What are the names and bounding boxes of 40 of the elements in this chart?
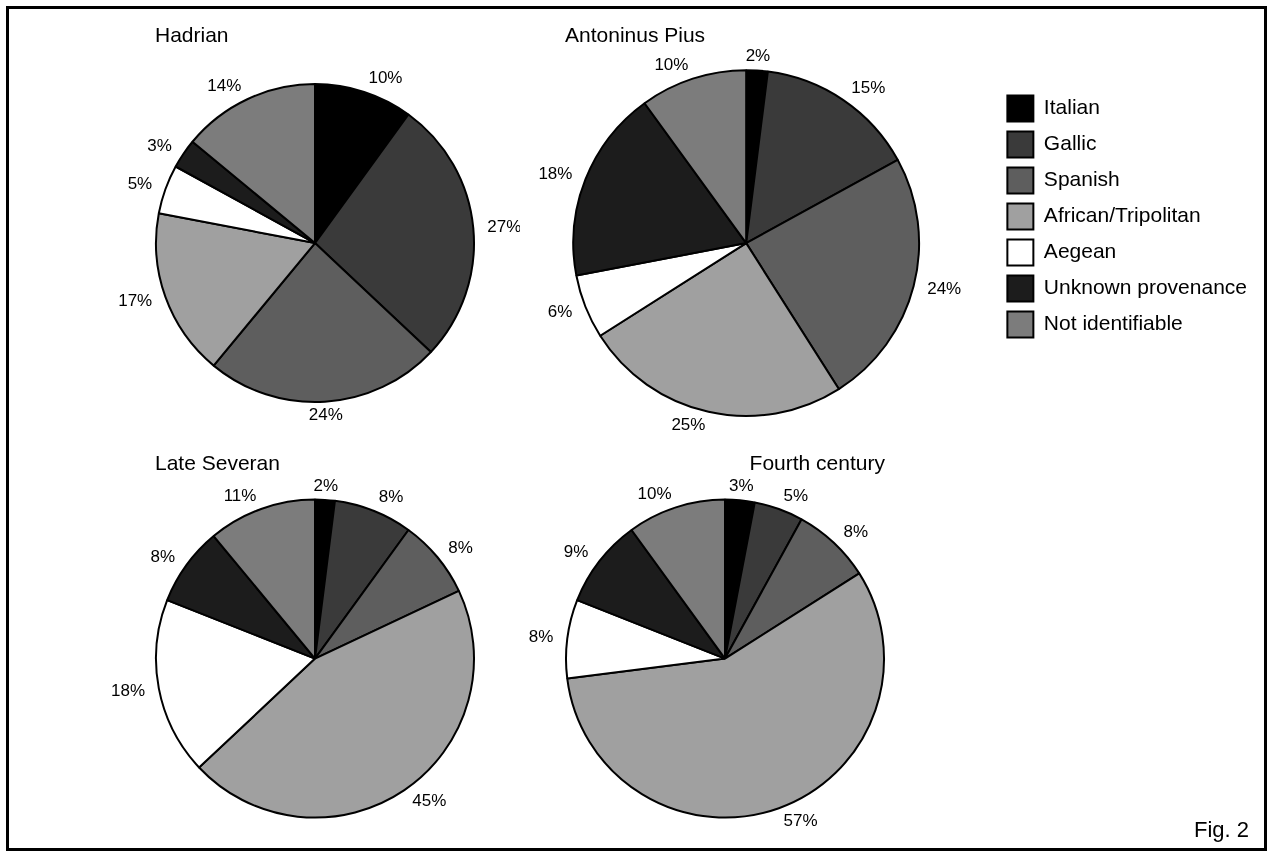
chart-title: Fourth century [749, 451, 886, 475]
data-label: 24% [308, 405, 343, 425]
data-label: 17% [118, 291, 153, 311]
caption: Fig. 2 [1193, 817, 1249, 843]
data-label: 27% [487, 216, 522, 236]
data-label: 3% [147, 135, 172, 155]
data-label: 18% [538, 163, 573, 183]
data-label: 2% [313, 475, 339, 495]
data-label: 10% [654, 55, 689, 75]
data-label: 24% [927, 279, 962, 299]
data-label: 3% [728, 476, 754, 496]
data-label: 8% [150, 546, 176, 566]
data-label: 5% [783, 485, 809, 505]
data-label: 9% [563, 542, 589, 562]
data-label: 8% [528, 626, 554, 646]
legend-label: Spanish [1043, 167, 1120, 191]
legend-label: Italian [1043, 95, 1100, 119]
data-label: 25% [671, 415, 706, 435]
data-label: 10% [368, 68, 403, 88]
data-label: 6% [547, 301, 573, 321]
data-label: 8% [843, 522, 868, 542]
data-label: 45% [412, 791, 447, 811]
chart-title: Antoninus Pius [565, 23, 706, 47]
legend-label: African/Tripolitan [1043, 203, 1201, 227]
data-label: 5% [127, 174, 153, 194]
chart-title: Hadrian [155, 23, 229, 47]
chart-title: Late Severan [155, 451, 280, 475]
legend-label: Aegean [1043, 239, 1117, 263]
legend-label: Gallic [1043, 131, 1097, 155]
data-label: 11% [223, 485, 257, 505]
data-label: 18% [111, 680, 146, 700]
data-label: 57% [783, 811, 818, 831]
legend-label: Not identifiable [1043, 311, 1183, 335]
data-label: 15% [851, 78, 886, 98]
data-label: 8% [378, 487, 404, 507]
data-label: 2% [745, 46, 771, 66]
data-label: 10% [637, 483, 672, 503]
data-label: 8% [448, 538, 473, 558]
data-label: 14% [207, 76, 242, 96]
legend-label: Unknown provenance [1043, 275, 1248, 299]
